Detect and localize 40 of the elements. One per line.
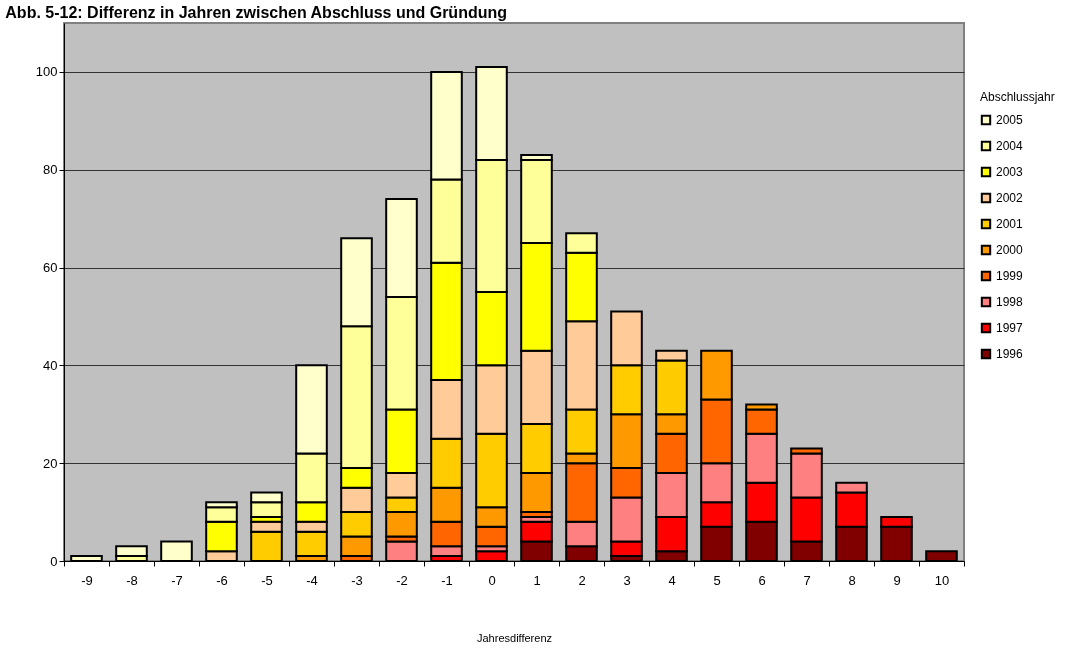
legend-title: Abschlussjahr bbox=[980, 90, 1055, 104]
x-tick-label: -4 bbox=[306, 572, 318, 588]
legend-label: 2001 bbox=[996, 217, 1024, 231]
x-tick-label: -3 bbox=[351, 572, 363, 588]
x-tick-label: -2 bbox=[396, 572, 408, 588]
x-tick-label: -8 bbox=[126, 572, 138, 588]
x-tick-label: 4 bbox=[668, 572, 676, 588]
y-tick-label: 60 bbox=[43, 260, 58, 276]
legend-label: 2002 bbox=[996, 191, 1024, 205]
x-tick-label: -1 bbox=[441, 572, 453, 588]
y-tick-label: 100 bbox=[35, 64, 58, 80]
x-tick-label: 6 bbox=[758, 572, 766, 588]
legend-label: 1999 bbox=[996, 269, 1024, 283]
legend-label: 1996 bbox=[996, 347, 1024, 361]
x-tick-label: -9 bbox=[81, 572, 93, 588]
x-tick-label: 7 bbox=[803, 572, 811, 588]
x-tick-label: 2 bbox=[578, 572, 586, 588]
x-tick-label: 9 bbox=[893, 572, 901, 588]
x-tick-label: 0 bbox=[488, 572, 496, 588]
x-tick-label: 10 bbox=[934, 572, 950, 588]
y-tick-label: 80 bbox=[43, 162, 58, 178]
x-tick-label: 3 bbox=[623, 572, 631, 588]
x-tick-label: -7 bbox=[171, 572, 183, 588]
y-tick-label: 20 bbox=[43, 455, 58, 471]
y-tick-label: 0 bbox=[50, 553, 58, 569]
x-axis-title: Jahresdifferenz bbox=[476, 631, 553, 644]
legend-label: 1997 bbox=[996, 321, 1024, 335]
x-tick-label: -6 bbox=[216, 572, 228, 588]
chart-title: Abb. 5-12: Differenz in Jahren zwischen Abschluss und Gründung bbox=[5, 4, 507, 21]
legend-label: 2004 bbox=[996, 139, 1024, 153]
y-tick-label: 40 bbox=[43, 357, 58, 373]
legend-label: 2005 bbox=[996, 113, 1024, 127]
bar bbox=[115, 545, 148, 558]
legend-label: 1998 bbox=[996, 295, 1024, 309]
legend-label: 2000 bbox=[996, 243, 1024, 257]
x-tick-label: -5 bbox=[261, 572, 273, 588]
x-tick-label: 1 bbox=[533, 572, 541, 588]
x-tick-label: 5 bbox=[713, 572, 721, 588]
x-tick-label: 8 bbox=[848, 572, 856, 588]
legend-label: 2003 bbox=[996, 165, 1024, 179]
